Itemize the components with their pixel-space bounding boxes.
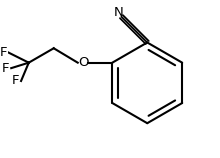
Text: F: F: [0, 46, 7, 59]
Text: N: N: [114, 6, 124, 19]
Text: O: O: [78, 56, 89, 69]
Text: F: F: [12, 74, 19, 88]
Text: F: F: [2, 62, 9, 75]
